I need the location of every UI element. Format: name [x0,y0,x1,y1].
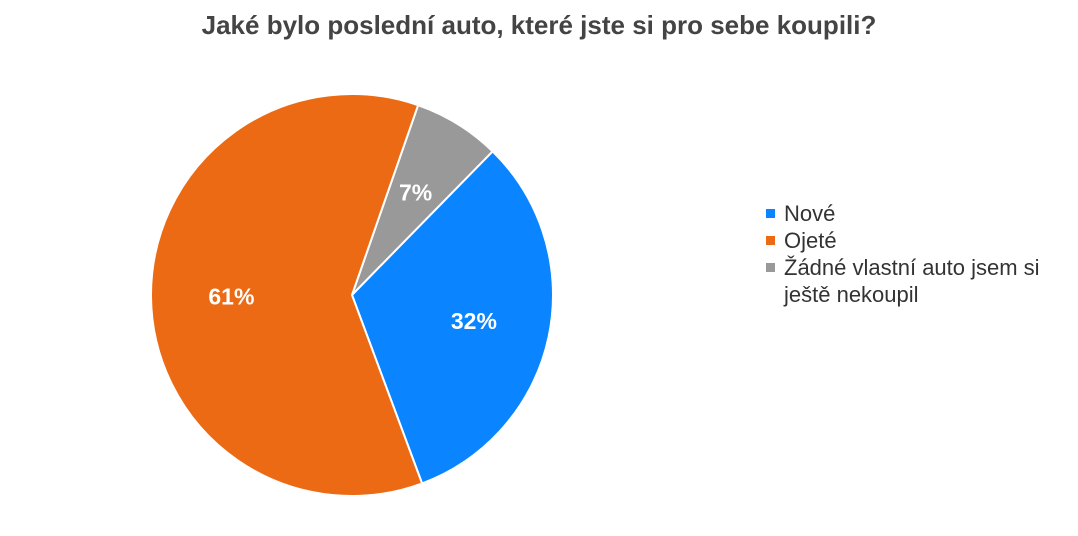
legend-label-ojete: Ojeté [784,228,837,253]
slice-label-ojete: 61% [208,283,254,309]
legend-label-nove: Nové [784,201,836,226]
legend-item-zadne-auto: Žádné vlastní auto jsem si ještě nekoupi… [766,254,1066,308]
legend: Nové Ojeté Žádné vlastní auto jsem si je… [766,200,1066,308]
legend-label-zadne-auto: Žádné vlastní auto jsem si ještě nekoupi… [784,255,1040,307]
legend-item-ojete: Ojeté [766,227,1066,254]
legend-swatch-ojete [766,236,775,245]
slice-label-zadne-auto: 7% [399,180,432,206]
slice-ojete [150,93,424,497]
legend-swatch-zadne-auto [766,263,775,272]
slice-nove [351,150,554,485]
legend-item-nove: Nové [766,200,1066,227]
slice-label-nove: 32% [451,308,497,334]
legend-swatch-nove [766,209,775,218]
chart-title: Jaké bylo poslední auto, které jste si p… [201,10,877,40]
